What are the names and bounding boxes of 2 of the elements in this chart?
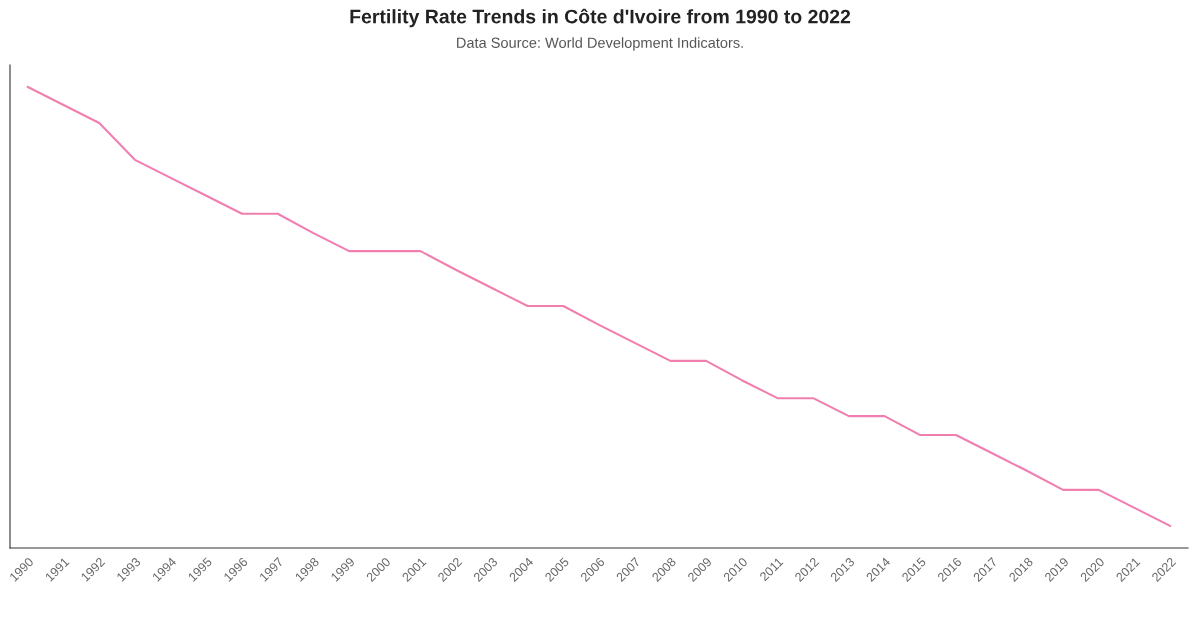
chart-title: Fertility Rate Trends in Côte d'Ivoire from 1990 to 2022 — [350, 8, 851, 28]
chart-subtitle: Data Source: World Development Indicators. — [457, 37, 743, 51]
